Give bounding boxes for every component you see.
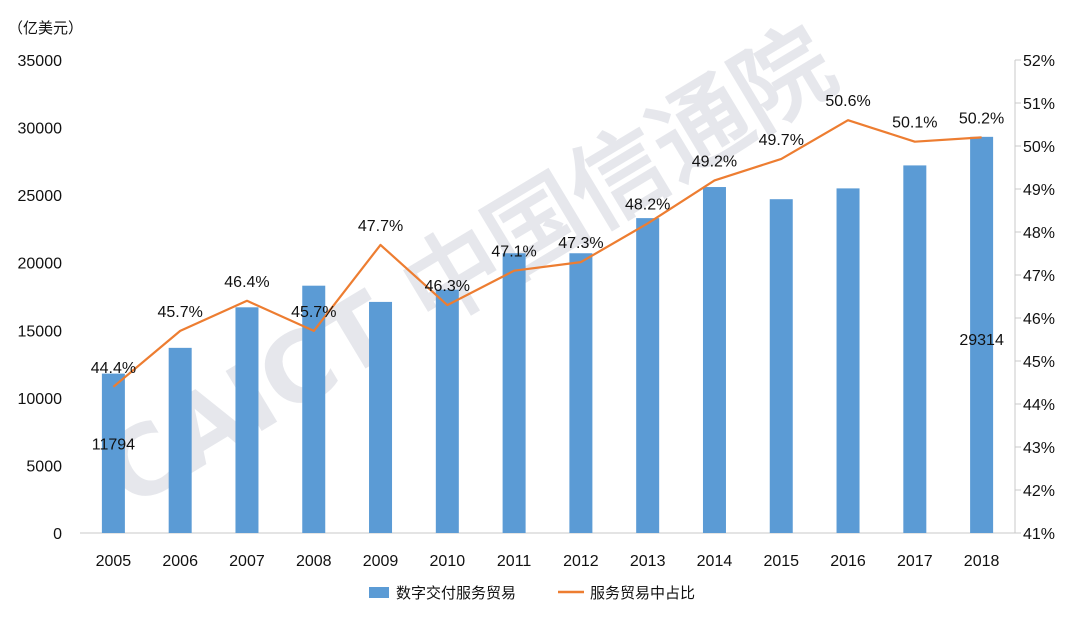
y-right-tick-label: 42%	[1023, 483, 1055, 500]
x-tick-label: 2015	[763, 553, 799, 570]
x-tick-label: 2012	[563, 553, 599, 570]
bar	[903, 165, 927, 533]
x-tick-label: 2006	[162, 553, 198, 570]
line-series-path	[112, 119, 982, 388]
x-tick-label: 2013	[630, 553, 666, 570]
y-right-tick-label: 51%	[1023, 96, 1055, 113]
y-left-tick-label: 35000	[18, 53, 63, 70]
bar	[702, 187, 726, 533]
y-left-tick-label: 0	[53, 526, 62, 543]
y-left-tick-label: 5000	[26, 458, 62, 475]
line-data-label: 47.3%	[558, 235, 603, 252]
line-data-label: 47.1%	[491, 244, 536, 261]
bar-series	[101, 136, 994, 534]
line-data-label: 47.7%	[358, 218, 403, 235]
watermark: CAICT 中国信通院	[84, 6, 853, 529]
x-tick-label: 2016	[830, 553, 866, 570]
line-series	[112, 119, 982, 388]
y-right-tick-label: 49%	[1023, 182, 1055, 199]
legend-bar-swatch	[369, 587, 389, 598]
line-data-label: 48.2%	[625, 196, 670, 213]
line-data-label: 50.2%	[959, 110, 1004, 127]
y-right-tick-label: 47%	[1023, 268, 1055, 285]
x-tick-label: 2014	[697, 553, 733, 570]
x-tick-label: 2007	[229, 553, 265, 570]
y-right-tick-label: 46%	[1023, 311, 1055, 328]
line-data-label: 50.1%	[892, 115, 937, 132]
bar	[502, 253, 526, 534]
x-tick-label: 2009	[363, 553, 399, 570]
x-tick-label: 2010	[430, 553, 466, 570]
y-right-tick-label: 43%	[1023, 440, 1055, 457]
x-tick-label: 2017	[897, 553, 933, 570]
y-right-tick-label: 45%	[1023, 354, 1055, 371]
y-left-tick-label: 25000	[18, 188, 63, 205]
bar	[235, 307, 259, 533]
x-tick-label: 2018	[964, 553, 1000, 570]
bar-data-label: 11794	[92, 437, 135, 454]
x-tick-label: 2008	[296, 553, 332, 570]
y-left-tick-label: 10000	[18, 391, 63, 408]
x-tick-label: 2011	[497, 553, 532, 570]
bar	[302, 285, 326, 533]
line-data-label: 50.6%	[825, 93, 870, 110]
bar	[836, 188, 860, 533]
bar	[168, 347, 192, 533]
watermark-text: CAICT 中国信通院	[84, 6, 853, 529]
y-left-tick-label: 15000	[18, 323, 63, 340]
legend-bar-label: 数字交付服务贸易	[396, 584, 516, 602]
x-tick-label: 2005	[96, 553, 132, 570]
line-data-label: 45.7%	[291, 304, 336, 321]
bar-data-label: 29314	[959, 332, 1004, 349]
y-right-tick-label: 44%	[1023, 397, 1055, 414]
data-labels: 44.4% 45.7% 46.4% 45.7% 47.7% 46.3% 47.1% 47.3%…	[91, 93, 1005, 453]
bar	[369, 301, 393, 533]
y-right-tick-label: 48%	[1023, 225, 1055, 242]
line-data-label: 46.3%	[425, 278, 470, 295]
legend-line-label: 服务贸易中占比	[590, 584, 695, 602]
line-data-label: 44.4%	[91, 360, 136, 377]
line-data-label: 46.4%	[224, 274, 269, 291]
bar	[101, 373, 125, 533]
y-right-tick-label: 50%	[1023, 139, 1055, 156]
bar	[569, 253, 593, 534]
bar	[769, 199, 793, 533]
line-data-label: 45.7%	[157, 304, 202, 321]
bar	[636, 218, 660, 534]
bar	[435, 289, 459, 533]
y-left-tick-label: 20000	[18, 256, 63, 273]
y-left-tick-label: 30000	[18, 121, 63, 138]
line-data-label: 49.2%	[692, 153, 737, 170]
axes: 0 5000 10000 15000 20000 25000 30000 35000 41% 42…	[18, 53, 1056, 570]
y-right-tick-label: 52%	[1023, 53, 1055, 70]
unit-label: （亿美元）	[8, 19, 83, 37]
bar	[970, 136, 994, 533]
legend: 数字交付服务贸易 服务贸易中占比	[369, 584, 695, 602]
line-data-label: 49.7%	[759, 132, 804, 149]
y-right-tick-label: 41%	[1023, 526, 1055, 543]
